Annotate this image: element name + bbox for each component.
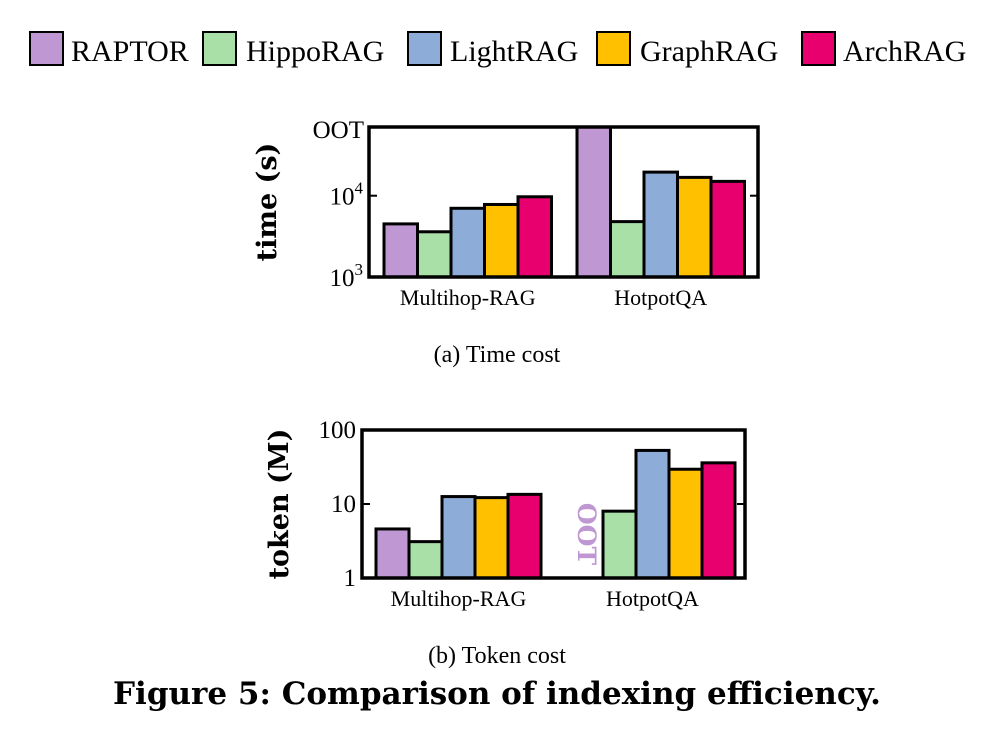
legend-swatch-lightrag	[407, 31, 442, 66]
legend-swatch-raptor	[29, 31, 64, 66]
token-bar-archrag-0	[506, 492, 543, 580]
token-ytick-label-0: 1	[344, 565, 357, 592]
figure-canvas: RAPTOR HippoRAG LightRAG GraphRAG ArchRAG 103…	[29, 31, 966, 669]
token-bar-hipporag-0	[407, 540, 444, 580]
token-bar-lightrag-1	[634, 448, 671, 580]
time-bar-hipporag-1	[609, 220, 646, 279]
figure-caption: Figure 5: Comparison of indexing efficie…	[113, 676, 881, 712]
legend-swatch-archrag	[801, 31, 836, 66]
token-bar-graphrag-1	[667, 467, 704, 580]
token-oot-label: OOT	[572, 503, 601, 566]
token-category-label-0: Multihop-RAG	[391, 586, 527, 611]
time-bar-archrag-0	[516, 195, 553, 279]
token-ytick-label-2: 100	[319, 417, 357, 444]
time-bar-lightrag-1	[642, 170, 679, 279]
time-caption: (a) Time cost	[434, 342, 561, 368]
token-ytick-label-1: 10	[331, 491, 356, 518]
time-category-label-1: HotpotQA	[614, 285, 707, 310]
time-bar-hipporag-0	[416, 230, 453, 279]
time-bar-raptor-0	[382, 222, 419, 279]
token-category-label-1: HotpotQA	[606, 586, 699, 611]
token-caption: (b) Token cost	[428, 643, 566, 669]
token-bar-hipporag-1	[601, 509, 638, 580]
token-bar-graphrag-0	[473, 496, 510, 580]
time-ytick-label-1: 104	[330, 179, 364, 211]
legend-label-lightrag: LightRAG	[450, 35, 578, 68]
legend-swatch-hipporag	[202, 31, 237, 66]
legend-label-hipporag: HippoRAG	[246, 35, 384, 68]
token-bar-lightrag-0	[440, 495, 477, 580]
time-ylabel: time (s)	[252, 143, 283, 262]
legend-label-graphrag: GraphRAG	[640, 35, 778, 68]
time-bar-graphrag-0	[483, 202, 520, 279]
legend-label-archrag: ArchRAG	[843, 35, 966, 68]
time-axes-frame	[367, 125, 760, 279]
time-chart: 103 104 OOT time (s) Multihop-RAG HotpotQA (a)…	[252, 117, 760, 368]
time-ytick-label-0: 103	[330, 260, 364, 292]
token-bar-raptor-0	[374, 527, 411, 580]
legend-label-raptor: RAPTOR	[71, 35, 189, 68]
time-bar-lightrag-0	[449, 206, 486, 279]
time-bar-graphrag-1	[676, 175, 713, 279]
token-ylabel: token (M)	[264, 429, 295, 580]
time-category-label-0: Multihop-RAG	[400, 285, 536, 310]
time-top-label: OOT	[313, 117, 364, 144]
legend: RAPTOR HippoRAG LightRAG GraphRAG ArchRAG	[29, 31, 966, 68]
token-chart: OOT 1 10 100 token (M) Multihop-RAG HotpotQA (b…	[264, 417, 747, 669]
time-bar-archrag-1	[709, 179, 746, 279]
time-bar-raptor-1	[575, 125, 612, 279]
token-bar-archrag-1	[700, 461, 737, 580]
legend-swatch-graphrag	[596, 31, 631, 66]
